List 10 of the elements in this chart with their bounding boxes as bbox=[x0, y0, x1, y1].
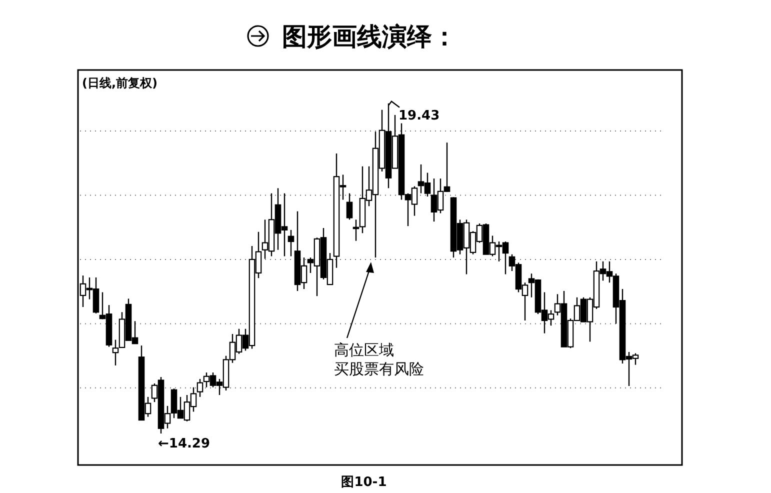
caption: 图10-1 bbox=[341, 475, 387, 490]
annotation: 高位区域 bbox=[334, 341, 394, 359]
text: (日线,前复权) bbox=[82, 76, 158, 90]
candlestick bbox=[196, 378, 204, 398]
annotation: 19.43 bbox=[398, 108, 440, 124]
candlestick bbox=[288, 229, 294, 257]
annotation: 买股票有风险 bbox=[334, 360, 424, 378]
chart-title: 图形画线演绎： bbox=[282, 22, 457, 51]
annotation: ←14.29 bbox=[158, 436, 210, 452]
candlestick bbox=[346, 192, 353, 220]
